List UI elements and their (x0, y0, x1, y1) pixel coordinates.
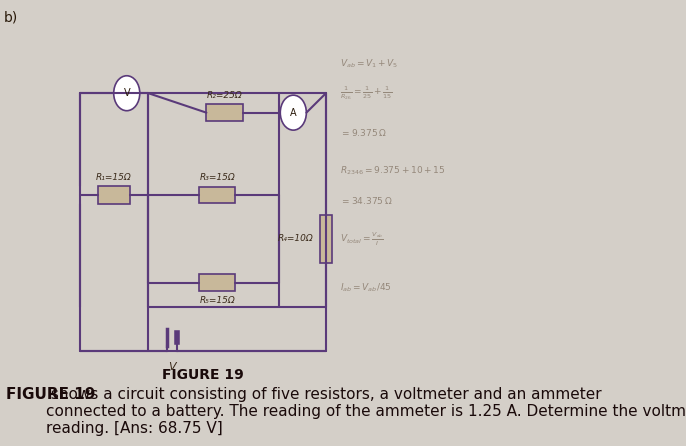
Text: R₅=15Ω: R₅=15Ω (200, 296, 235, 305)
Text: R₂=25Ω: R₂=25Ω (206, 91, 242, 99)
Text: FIGURE 19: FIGURE 19 (162, 368, 244, 382)
Text: shows a circuit consisting of five resistors, a voltmeter and an ammeter
connect: shows a circuit consisting of five resis… (46, 387, 686, 436)
Text: V: V (168, 362, 176, 372)
Text: FIGURE 19: FIGURE 19 (5, 387, 95, 401)
Circle shape (114, 76, 140, 111)
Text: R₁=15Ω: R₁=15Ω (96, 173, 132, 182)
Text: R₄=10Ω: R₄=10Ω (279, 235, 314, 244)
Bar (98, 186, 130, 204)
Circle shape (281, 95, 307, 130)
Text: R₃=15Ω: R₃=15Ω (200, 173, 235, 182)
Text: $= 9.375\,\Omega$: $= 9.375\,\Omega$ (340, 127, 387, 137)
Text: $\frac{1}{R_{26}} = \frac{1}{25} + \frac{1}{15}$: $\frac{1}{R_{26}} = \frac{1}{25} + \frac… (340, 84, 393, 102)
Text: $I_{ab} = V_{ab}/45$: $I_{ab} = V_{ab}/45$ (340, 281, 392, 294)
Text: $R_{2346} = 9.375 + 10 + 15$: $R_{2346} = 9.375 + 10 + 15$ (340, 165, 446, 177)
Bar (206, 104, 243, 121)
Text: b): b) (3, 11, 18, 25)
Text: $= 34.375\,\Omega$: $= 34.375\,\Omega$ (340, 194, 393, 206)
Bar (320, 215, 332, 263)
Text: A: A (290, 107, 296, 118)
Text: $V_{total} = \frac{V_{ab}}{I}$: $V_{total} = \frac{V_{ab}}{I}$ (340, 230, 384, 248)
Bar (199, 274, 235, 291)
Bar (199, 187, 235, 203)
Text: $V_{ab} = V_1 + V_5$: $V_{ab} = V_1 + V_5$ (340, 58, 399, 70)
Text: V: V (123, 88, 130, 98)
